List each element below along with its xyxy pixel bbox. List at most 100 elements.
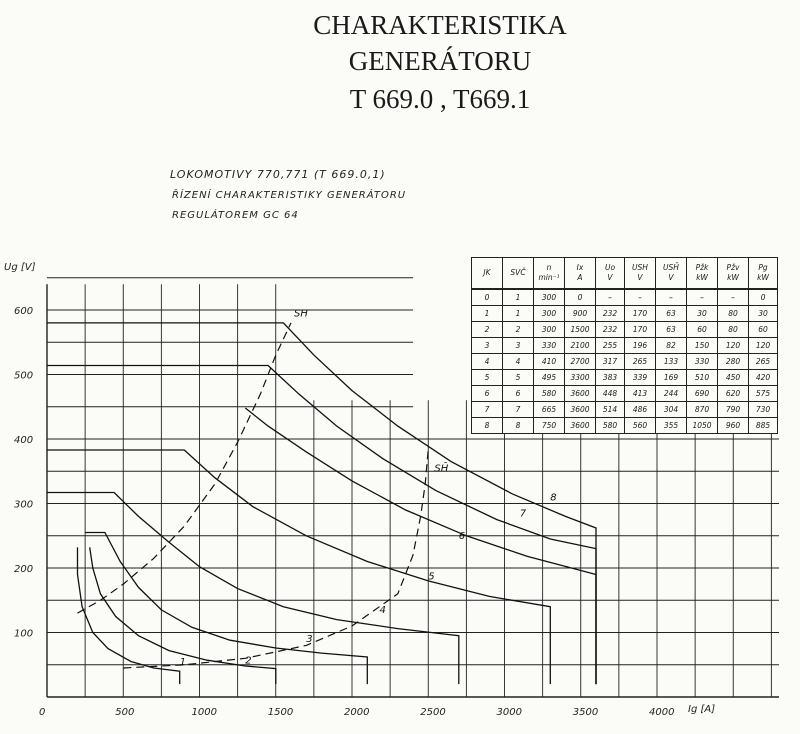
- table-cell: 1: [502, 305, 534, 322]
- table-cell: 196: [624, 337, 656, 354]
- table-cell: 244: [655, 385, 687, 402]
- table-cell: –: [717, 288, 749, 306]
- table-row: 6 6 580 3600 448 413 244 690 620 575: [471, 385, 778, 402]
- table-cell: 3: [471, 337, 503, 354]
- table-row: 3 3 330 2100 255 196 82 150 120 120: [471, 337, 778, 354]
- table-header-cell: Uo V: [595, 257, 625, 290]
- table-cell: 885: [748, 417, 778, 434]
- table-cell: 355: [655, 417, 687, 434]
- table-cell: 3600: [564, 385, 596, 402]
- table-cell: 3300: [564, 369, 596, 386]
- curve-4: [47, 491, 460, 685]
- table-cell: 3600: [564, 417, 596, 434]
- dashed-curve-sh-bar: [123, 448, 429, 669]
- table-header-row: JK SVČ n min⁻¹ Ix A Uo V USH V USH̄ V Pžk kW Pžv kW Pg kW: [471, 257, 778, 290]
- curve-2: [89, 547, 277, 685]
- table-cell: 6: [471, 385, 503, 402]
- table-cell: 575: [748, 385, 778, 402]
- table-cell: 170: [624, 305, 656, 322]
- curve-label-8: 8: [550, 492, 556, 503]
- x-tick-label: 500: [115, 707, 134, 718]
- curve-7: [47, 364, 597, 685]
- table-row: 7 7 665 3600 514 486 304 870 790 730: [471, 401, 778, 418]
- table-cell: 169: [655, 369, 687, 386]
- table-header-cell: n min⁻¹: [533, 257, 565, 290]
- x-tick-label: 1500: [268, 707, 293, 718]
- table-cell: 510: [686, 369, 718, 386]
- table-cell: 450: [717, 369, 749, 386]
- y-tick-label: 100: [14, 629, 33, 640]
- table-body: 0 1 300 0– – – – –0 1 1 300 900 232 170 63 30 80 30 2 2 300 1…: [471, 288, 778, 434]
- curve-label-5: 5: [428, 572, 434, 583]
- curve-label-4: 4: [379, 605, 385, 616]
- table-cell: –: [595, 288, 625, 306]
- table-cell: 900: [564, 305, 596, 322]
- table-row: 8 8 750 3600 580 560 355 1050 960 885: [471, 417, 778, 434]
- table-cell: 120: [748, 337, 778, 354]
- table-cell: 4: [502, 353, 534, 370]
- table-cell: –: [655, 288, 687, 306]
- x-tick-label: 4000: [649, 707, 674, 718]
- table-cell: 1500: [564, 321, 596, 338]
- curve-label-7: 7: [520, 508, 527, 519]
- table-cell: 280: [717, 353, 749, 370]
- annotation-label: SH̄: [434, 461, 448, 474]
- table-cell: 7: [471, 401, 503, 418]
- table-cell: 82: [655, 337, 687, 354]
- table-cell: 300: [533, 321, 565, 338]
- curve-1: [76, 547, 181, 685]
- table-cell: 8: [502, 417, 534, 434]
- x-tick-label: 0: [39, 707, 45, 718]
- table-header-cell: SVČ: [502, 257, 534, 290]
- table-cell: 0: [471, 288, 503, 306]
- table-cell: 300: [533, 305, 565, 322]
- table-cell: 730: [748, 401, 778, 418]
- note-line1: LOKOMOTIVY 770,771 (T 669.0,1): [170, 168, 386, 181]
- table-cell: 486: [624, 401, 656, 418]
- table-cell: 60: [686, 321, 718, 338]
- curve-label-3: 3: [306, 634, 312, 645]
- table-cell: 870: [686, 401, 718, 418]
- table-cell: 232: [595, 305, 625, 322]
- table-cell: 330: [533, 337, 565, 354]
- table-cell: 3: [502, 337, 534, 354]
- generator-data-table: JK SVČ n min⁻¹ Ix A Uo V USH V USH̄ V Pžk kW Pžv kW Pg kW…: [471, 257, 778, 434]
- table-cell: 1050: [686, 417, 718, 434]
- table-cell: 80: [717, 321, 749, 338]
- table-cell: 560: [624, 417, 656, 434]
- table-header-cell: Pg kW: [748, 257, 778, 290]
- curve-label-1: 1: [180, 657, 186, 668]
- table-cell: 4: [471, 353, 503, 370]
- table-cell: 580: [595, 417, 625, 434]
- table-cell: 63: [655, 305, 687, 322]
- x-tick-label: 2500: [420, 707, 445, 718]
- table-cell: 514: [595, 401, 625, 418]
- y-tick-label: 200: [14, 564, 33, 575]
- dashed-curve-sh: [77, 322, 292, 614]
- table-cell: 495: [533, 369, 565, 386]
- table-cell: 2: [502, 321, 534, 338]
- table-cell: 265: [624, 353, 656, 370]
- curve-3: [85, 531, 368, 685]
- note-line3: REGULÁTOREM GC 64: [172, 210, 299, 221]
- table-row: 4 4 410 2700 317 265 133 330 280 265: [471, 353, 778, 370]
- table-cell: 790: [717, 401, 749, 418]
- annotation-label: SH: [294, 308, 308, 319]
- table-header-cell: USH̄ V: [655, 257, 687, 290]
- table-cell: 2700: [564, 353, 596, 370]
- table-header-cell: Ix A: [564, 257, 596, 290]
- chart-title-line3: T 669.0 , T669.1: [349, 84, 531, 114]
- table-cell: –: [686, 288, 718, 306]
- table-cell: 330: [686, 353, 718, 370]
- table-cell: 6: [502, 385, 534, 402]
- y-tick-label: 300: [14, 500, 33, 511]
- x-tick-label: 2000: [344, 707, 369, 718]
- table-cell: 232: [595, 321, 625, 338]
- curve-5: [47, 449, 551, 685]
- table-row: 5 5 495 3300 383 339 169 510 450 420: [471, 369, 778, 386]
- table-cell: 383: [595, 369, 625, 386]
- table-cell: 413: [624, 385, 656, 402]
- curve-6: [244, 407, 597, 685]
- table-cell: 63: [655, 321, 687, 338]
